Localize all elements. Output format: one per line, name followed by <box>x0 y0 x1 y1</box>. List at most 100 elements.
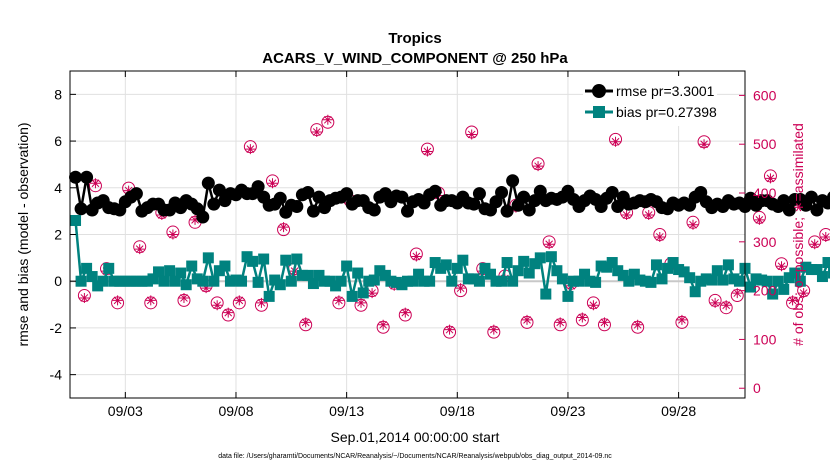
rmse-series <box>69 170 830 224</box>
bias-point <box>612 265 624 277</box>
bias-point <box>125 275 137 287</box>
bias-point <box>330 280 342 292</box>
y-left-tick-label: 2 <box>54 227 62 243</box>
bias-point <box>130 275 142 287</box>
rmse-point <box>129 187 143 201</box>
bias-point <box>540 288 552 300</box>
bias-point <box>745 281 757 293</box>
y-right-tick-label: 0 <box>753 380 761 396</box>
rmse-point <box>489 195 503 209</box>
rmse-point <box>251 180 265 194</box>
bias-point <box>490 275 502 287</box>
rmse-point <box>611 199 625 213</box>
obs-assimilated-point <box>577 312 588 323</box>
rmse-point <box>472 187 486 201</box>
bias-point <box>501 257 513 269</box>
obs-assimilated-point <box>522 314 533 325</box>
obs-assimilated-point <box>687 219 698 230</box>
bias-point <box>811 264 823 276</box>
rmse-point <box>367 203 381 217</box>
bias-point <box>545 251 557 263</box>
bias-point <box>462 273 474 285</box>
bias-point <box>103 262 115 274</box>
obs-assimilated-point <box>145 295 156 306</box>
bias-point <box>153 266 165 278</box>
obs-assimilated-point <box>610 136 621 147</box>
bias-point <box>97 275 109 287</box>
obs-assimilated-point <box>178 292 189 303</box>
obs-assimilated-point <box>776 261 787 272</box>
x-tick-label: 09/28 <box>661 403 696 419</box>
bias-point <box>684 272 696 284</box>
bias-point <box>822 257 830 269</box>
bias-point <box>584 275 596 287</box>
x-tick-label: 09/13 <box>329 403 364 419</box>
bias-point <box>473 275 485 287</box>
bias-point <box>606 257 618 269</box>
bias-point <box>390 276 402 288</box>
rmse-point <box>495 185 509 199</box>
obs-assimilated-point <box>278 222 289 233</box>
bias-point <box>407 275 419 287</box>
bias-point <box>363 275 375 287</box>
bias-point <box>341 260 353 272</box>
bias-point <box>368 274 380 286</box>
obs-assimilated-point <box>245 144 256 155</box>
bias-point <box>733 275 745 287</box>
y-left-tick-label: 6 <box>54 133 62 149</box>
bias-point <box>717 274 729 286</box>
legend-rmse-marker <box>592 84 606 98</box>
obs-assimilated-point <box>599 317 610 328</box>
x-tick-label: 09/18 <box>440 403 475 419</box>
obs-assimilated-point <box>654 231 665 242</box>
bias-point <box>695 275 707 287</box>
bias-point <box>534 252 546 264</box>
bias-point <box>224 275 236 287</box>
y-left-tick-label: -4 <box>50 367 63 383</box>
bias-point <box>191 273 203 285</box>
bias-point <box>136 275 148 287</box>
bias-point <box>567 275 579 287</box>
rmse-point <box>694 185 708 199</box>
rmse-point <box>777 194 791 208</box>
obs-assimilated-point <box>378 319 389 330</box>
obs-assimilated-point <box>455 283 466 294</box>
bias-point <box>180 279 192 291</box>
obs-assimilated-point <box>787 295 798 306</box>
y-right-tick-label: 500 <box>753 136 777 152</box>
bias-point <box>241 251 253 263</box>
y-right-tick-label: 400 <box>753 185 777 201</box>
bias-point <box>247 255 259 267</box>
obs-assimilated-point <box>212 300 223 311</box>
bias-point <box>213 265 225 277</box>
bias-point <box>357 287 369 299</box>
bias-point <box>141 275 153 287</box>
bias-point <box>352 267 364 279</box>
bias-point <box>756 274 768 286</box>
obs-assimilated-point <box>400 307 411 318</box>
bias-point <box>435 262 447 274</box>
bias-point <box>689 286 701 298</box>
y-axis-label-right: # of obs: o=possible; ∗=assimilated <box>790 123 806 346</box>
y-axis-label-left: rmse and bias (model - observation) <box>15 122 31 346</box>
bias-point <box>346 290 358 302</box>
bias-point <box>650 259 662 271</box>
bias-point <box>617 269 629 281</box>
rmse-point <box>782 203 796 217</box>
bias-point <box>623 275 635 287</box>
bias-point <box>562 290 574 302</box>
obs-assimilated-point <box>466 129 477 140</box>
bias-point <box>767 288 779 300</box>
obs-assimilated-point <box>809 239 820 250</box>
obs-assimilated-point <box>300 317 311 328</box>
obs-assimilated-point <box>367 288 378 299</box>
obs-assimilated-point <box>721 300 732 311</box>
bias-point <box>296 269 308 281</box>
y-right-tick-label: 200 <box>753 283 777 299</box>
bias-point <box>446 275 458 287</box>
bias-point <box>374 265 386 277</box>
bias-point <box>479 262 491 274</box>
rmse-point <box>506 174 520 188</box>
rmse-point <box>80 170 94 184</box>
